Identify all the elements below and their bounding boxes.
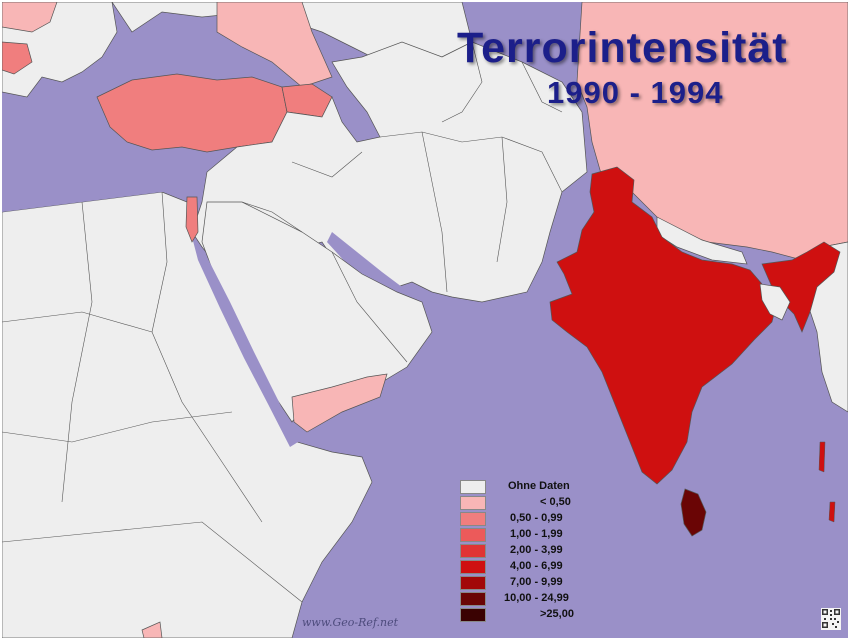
region-india — [549, 166, 778, 485]
legend-label: 7,00 - 9,99 — [510, 576, 563, 588]
legend-swatch — [460, 512, 486, 526]
legend-swatch — [460, 592, 486, 606]
legend-swatch — [460, 480, 486, 494]
legend-item: 10,00 - 24,99 — [460, 592, 590, 606]
country-borders — [2, 41, 563, 603]
legend-swatch — [460, 496, 486, 510]
legend-item: 2,00 - 3,99 — [460, 544, 590, 558]
legend-label: Ohne Daten — [508, 480, 570, 492]
legend-label: < 0,50 — [540, 496, 571, 508]
legend-label: 10,00 - 24,99 — [504, 592, 569, 604]
region-red-sea — [192, 237, 298, 447]
legend-label: 1,00 - 1,99 — [510, 528, 563, 540]
region-balkans-pink — [2, 41, 33, 75]
legend-label: >25,00 — [540, 608, 574, 620]
legend-swatch — [460, 608, 486, 622]
legend-item: 4,00 - 6,99 — [460, 560, 590, 574]
region-mediterranean — [2, 122, 197, 212]
legend-label: 2,00 - 3,99 — [510, 544, 563, 556]
region-yemen — [291, 373, 388, 433]
region-sri-lanka — [680, 488, 707, 537]
legend-label: 4,00 - 6,99 — [510, 560, 563, 572]
region-israel — [185, 196, 199, 243]
region-comoros — [141, 621, 163, 638]
region-andaman — [818, 441, 826, 473]
watermark: www.Geo-Ref.net — [302, 616, 399, 629]
legend-item: 0,50 - 0,99 — [460, 512, 590, 526]
legend-swatch — [460, 528, 486, 542]
map-subtitle: 1990 - 1994 — [547, 75, 724, 110]
region-bangladesh — [759, 283, 791, 321]
qr-code-icon — [821, 608, 841, 630]
legend-item-no-data: Ohne Daten — [460, 480, 590, 494]
legend-item: 7,00 - 9,99 — [460, 576, 590, 590]
region-persian-gulf — [327, 232, 402, 292]
map-title: Terrorintensität — [457, 24, 788, 72]
region-nicobar — [828, 501, 836, 523]
legend-item: < 0,50 — [460, 496, 590, 510]
region-europe-pink — [2, 2, 58, 33]
legend-swatch — [460, 560, 486, 574]
legend-swatch — [460, 576, 486, 590]
legend-item: 1,00 - 1,99 — [460, 528, 590, 542]
legend-swatch — [460, 544, 486, 558]
region-turkey — [96, 73, 288, 153]
legend-label: 0,50 - 0,99 — [510, 512, 563, 524]
legend-item: >25,00 — [460, 608, 590, 622]
